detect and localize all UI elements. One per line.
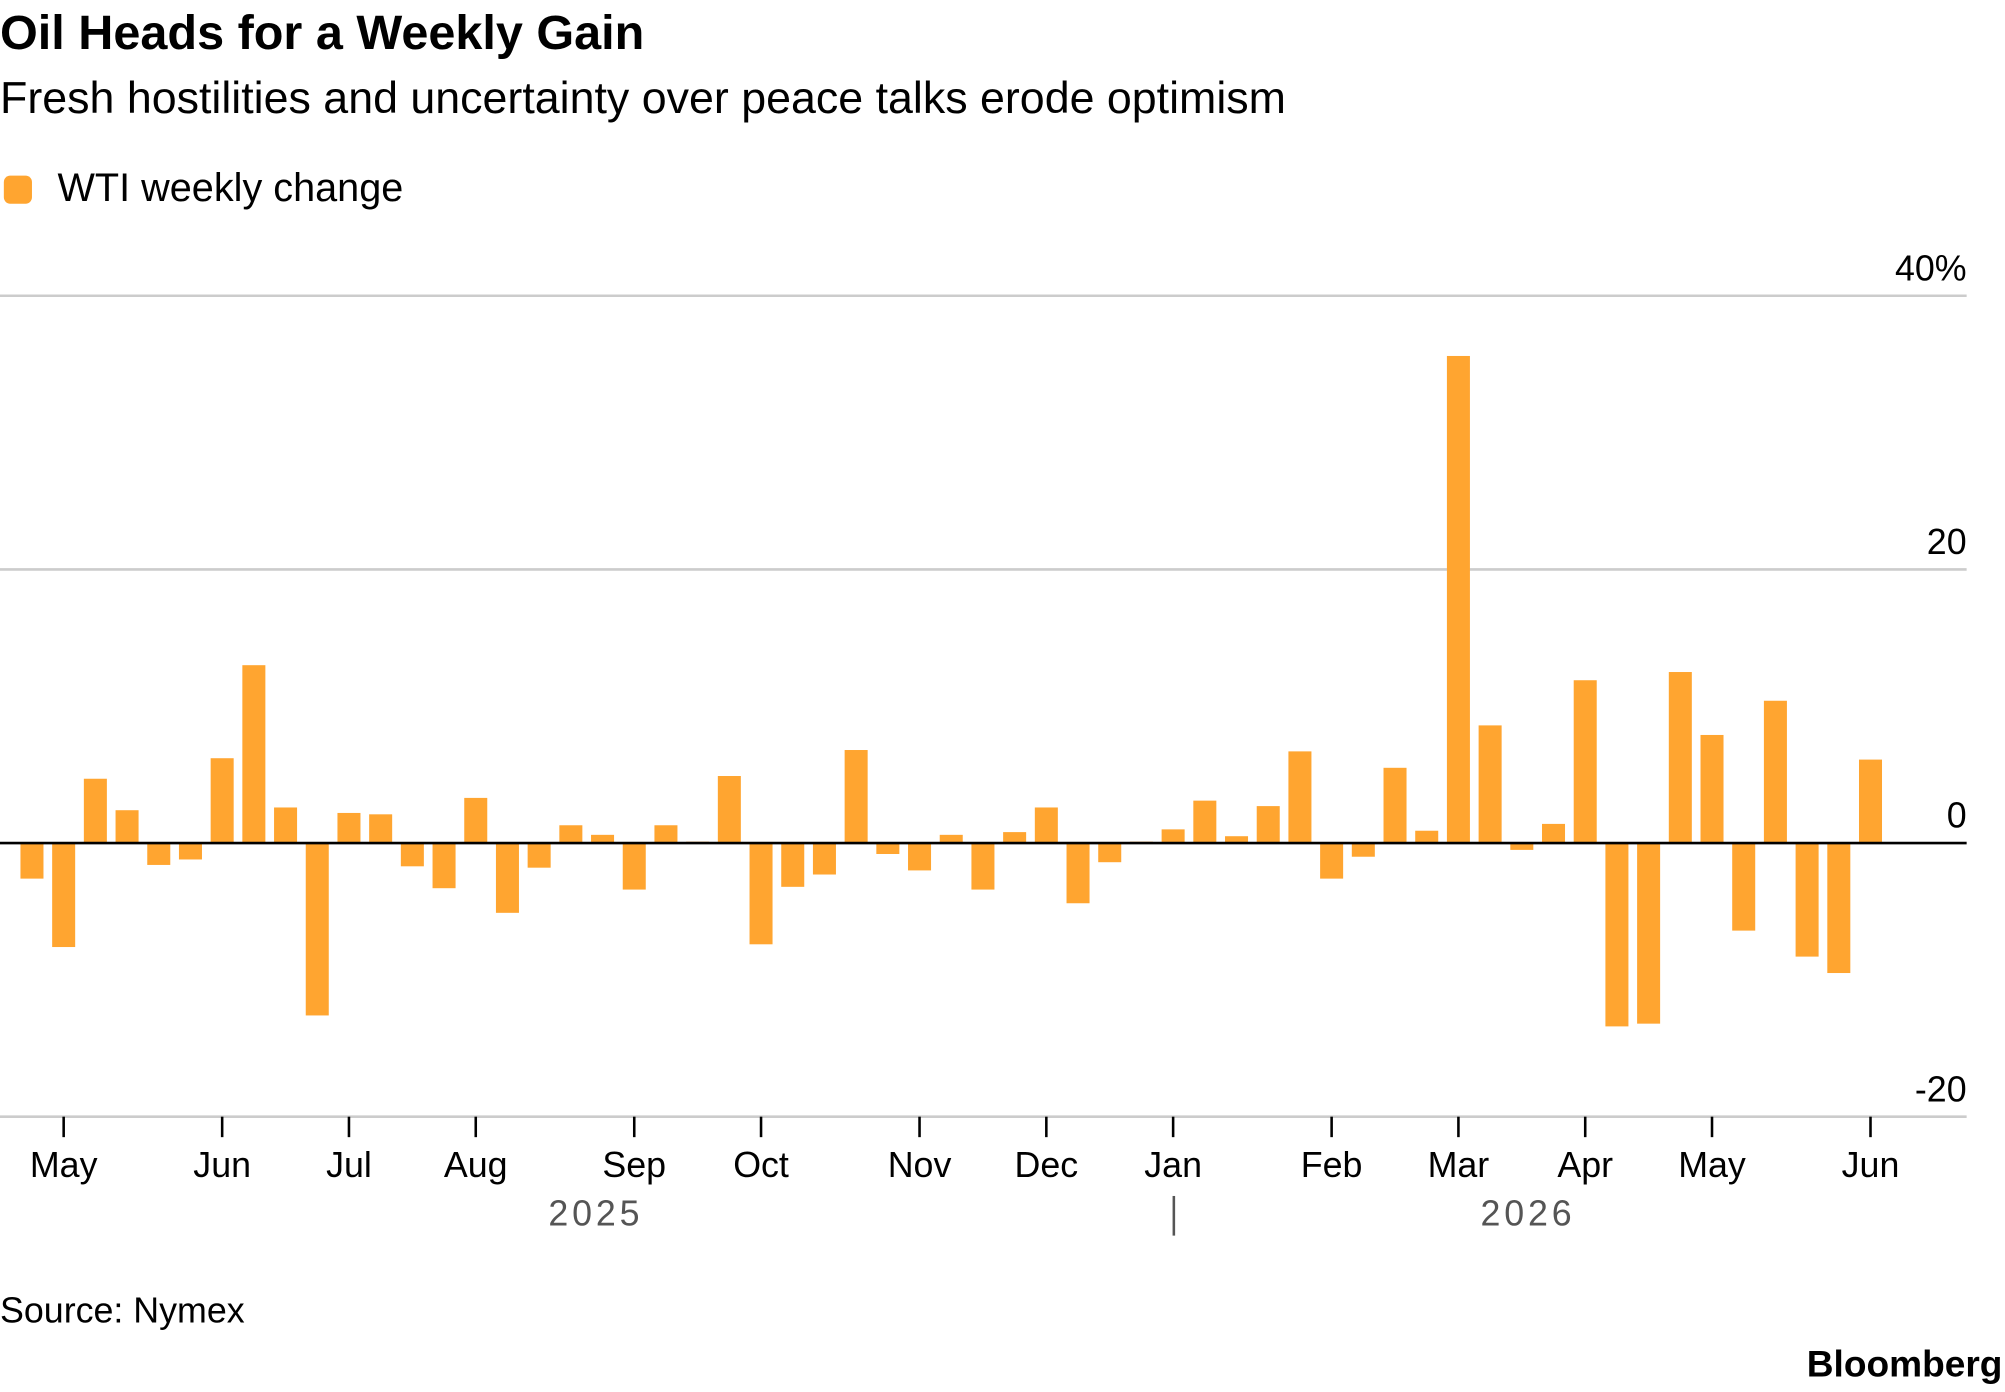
year-label: 2026 <box>1481 1193 1576 1233</box>
bar <box>908 843 932 871</box>
bar <box>1288 751 1312 844</box>
bar <box>527 843 551 868</box>
bar <box>1415 830 1439 844</box>
x-tick-label: Jun <box>193 1145 251 1185</box>
bar <box>83 778 107 844</box>
brand: Bloomberg <box>1807 1342 2003 1384</box>
bar <box>1700 734 1724 844</box>
bar <box>1193 800 1217 844</box>
bar <box>20 843 44 879</box>
bar <box>749 843 773 945</box>
bar <box>1478 725 1502 844</box>
bar <box>844 750 868 844</box>
bar <box>337 812 361 844</box>
bar <box>147 843 171 865</box>
legend-label: WTI weekly change <box>58 166 404 210</box>
bar <box>781 843 805 887</box>
y-tick-label: 20 <box>1927 522 1967 562</box>
bar <box>464 797 488 844</box>
year-label: 2025 <box>548 1193 643 1233</box>
chart-title: Oil Heads for a Weekly Gain <box>0 6 644 60</box>
bar <box>1637 843 1661 1024</box>
y-tick-label: 40% <box>1895 248 1967 288</box>
bar <box>717 776 741 844</box>
bar <box>305 843 329 1016</box>
bar <box>400 843 424 867</box>
bar <box>1320 843 1344 879</box>
x-tick-label: Jul <box>326 1145 372 1185</box>
bar <box>1003 832 1027 844</box>
bar <box>1732 843 1756 931</box>
x-tick-label: Dec <box>1014 1145 1078 1185</box>
bar <box>1098 843 1122 863</box>
bar <box>210 758 234 844</box>
bar <box>812 843 836 875</box>
bar <box>242 665 266 844</box>
bar <box>1225 836 1249 844</box>
x-tick-label: Sep <box>602 1145 666 1185</box>
bar <box>971 843 995 890</box>
bar <box>495 843 519 913</box>
bar <box>559 825 583 844</box>
x-tick-label: Mar <box>1428 1145 1490 1185</box>
bar <box>1161 829 1185 844</box>
x-tick-label: Aug <box>444 1145 508 1185</box>
bar <box>369 814 393 844</box>
bar <box>1383 767 1407 844</box>
chart-subtitle: Fresh hostilities and uncertainty over p… <box>0 73 1286 123</box>
bar <box>1605 843 1629 1027</box>
bar <box>939 834 963 844</box>
x-tick-label: Nov <box>888 1145 952 1185</box>
bar <box>591 834 615 844</box>
x-tick-label: May <box>1678 1145 1746 1185</box>
bar <box>876 843 900 854</box>
bar <box>1510 843 1534 850</box>
bar <box>1573 680 1597 844</box>
bar <box>115 810 139 844</box>
bar <box>1446 355 1470 844</box>
bar <box>1795 843 1819 957</box>
bar <box>1668 672 1692 844</box>
y-tick-label: -20 <box>1915 1069 1967 1109</box>
bar <box>178 843 202 860</box>
x-tick-label: Oct <box>733 1145 789 1185</box>
bar <box>52 843 76 948</box>
bar <box>622 843 646 890</box>
y-tick-label: 0 <box>1947 796 1967 836</box>
x-tick-label: May <box>30 1145 98 1185</box>
bar <box>1827 843 1851 974</box>
bar <box>1763 700 1787 844</box>
bar <box>432 843 456 889</box>
bar <box>1351 843 1375 857</box>
x-tick-label: Jan <box>1144 1145 1202 1185</box>
bar <box>274 807 298 844</box>
bar <box>1542 823 1566 844</box>
x-tick-label: Feb <box>1301 1145 1363 1185</box>
x-tick-label: Apr <box>1557 1145 1613 1185</box>
source: Source: Nymex <box>0 1291 245 1331</box>
bar <box>1256 806 1280 844</box>
bar <box>1034 807 1058 844</box>
bar <box>654 825 678 844</box>
legend-swatch <box>3 175 32 204</box>
bar <box>1066 843 1090 904</box>
x-tick-label: Jun <box>1842 1145 1900 1185</box>
bar <box>1858 759 1883 844</box>
